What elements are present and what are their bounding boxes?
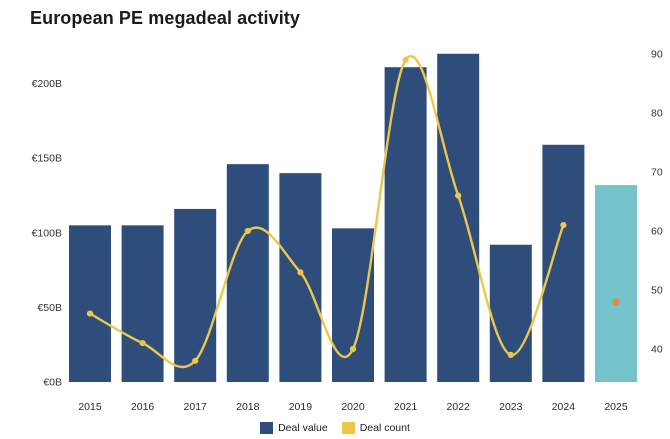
deal-value-swatch-icon [260,422,274,434]
deal-count-marker-2020 [349,345,357,353]
deal-count-swatch-icon [341,422,355,434]
legend-item-deal-count: Deal count [341,422,410,434]
deal-count-marker-2024 [560,222,567,229]
x-axis-label-2015: 2015 [78,401,102,413]
left-axis-tick-150: €150B [32,153,62,165]
left-axis-tick-200: €200B [32,78,62,90]
x-axis-label-2017: 2017 [184,401,208,413]
right-axis-tick-90: 90 [651,49,663,61]
deal-count-marker-2019 [297,269,304,276]
deal-count-estimate-dot-2025 [612,298,620,306]
legend-item-deal-value: Deal value [260,422,328,434]
x-axis-label-2025: 2025 [604,401,628,413]
x-axis-label-2023: 2023 [499,401,523,413]
bar-2015 [69,225,111,382]
right-axis-tick-50: 50 [651,285,663,297]
legend-label-deal-count: Deal count [359,422,410,434]
bar-2023 [489,244,532,382]
bar-2019 [279,173,322,382]
left-axis-tick-0: €0B [43,377,62,389]
bar-2016 [121,225,164,382]
x-axis-label-2021: 2021 [394,401,418,413]
x-axis-label-2019: 2019 [289,401,313,413]
chart-title: European PE megadeal activity [30,8,300,28]
deal-count-marker-2015 [86,310,94,317]
bar-2017 [174,208,217,382]
deal-count-marker-2022 [455,192,462,199]
deal-count-marker-2021 [402,56,409,64]
bar-2018 [226,164,269,382]
bar-2024 [542,144,585,382]
bar-2020 [332,228,374,382]
legend-label-deal-value: Deal value [278,422,328,434]
chart-legend: Deal value Deal count [0,422,670,434]
right-axis-tick-70: 70 [651,167,663,179]
bar-2022 [437,53,480,382]
left-axis-tick-50: €50B [37,302,62,314]
right-axis-tick-40: 40 [651,344,663,356]
x-axis-label-2016: 2016 [131,401,155,413]
x-axis-label-2020: 2020 [341,401,365,413]
x-axis-label-2018: 2018 [236,401,260,413]
bar-2025 [595,185,637,382]
deal-count-marker-2018 [244,227,251,235]
right-axis-tick-60: 60 [651,226,663,238]
right-axis-tick-80: 80 [651,108,663,120]
x-axis-label-2022: 2022 [447,401,471,413]
deal-count-marker-2017 [192,357,199,364]
deal-count-marker-2016 [139,340,146,347]
deal-count-marker-2023 [507,351,514,358]
left-axis-tick-100: €100B [32,227,62,239]
x-axis-label-2024: 2024 [552,401,576,413]
